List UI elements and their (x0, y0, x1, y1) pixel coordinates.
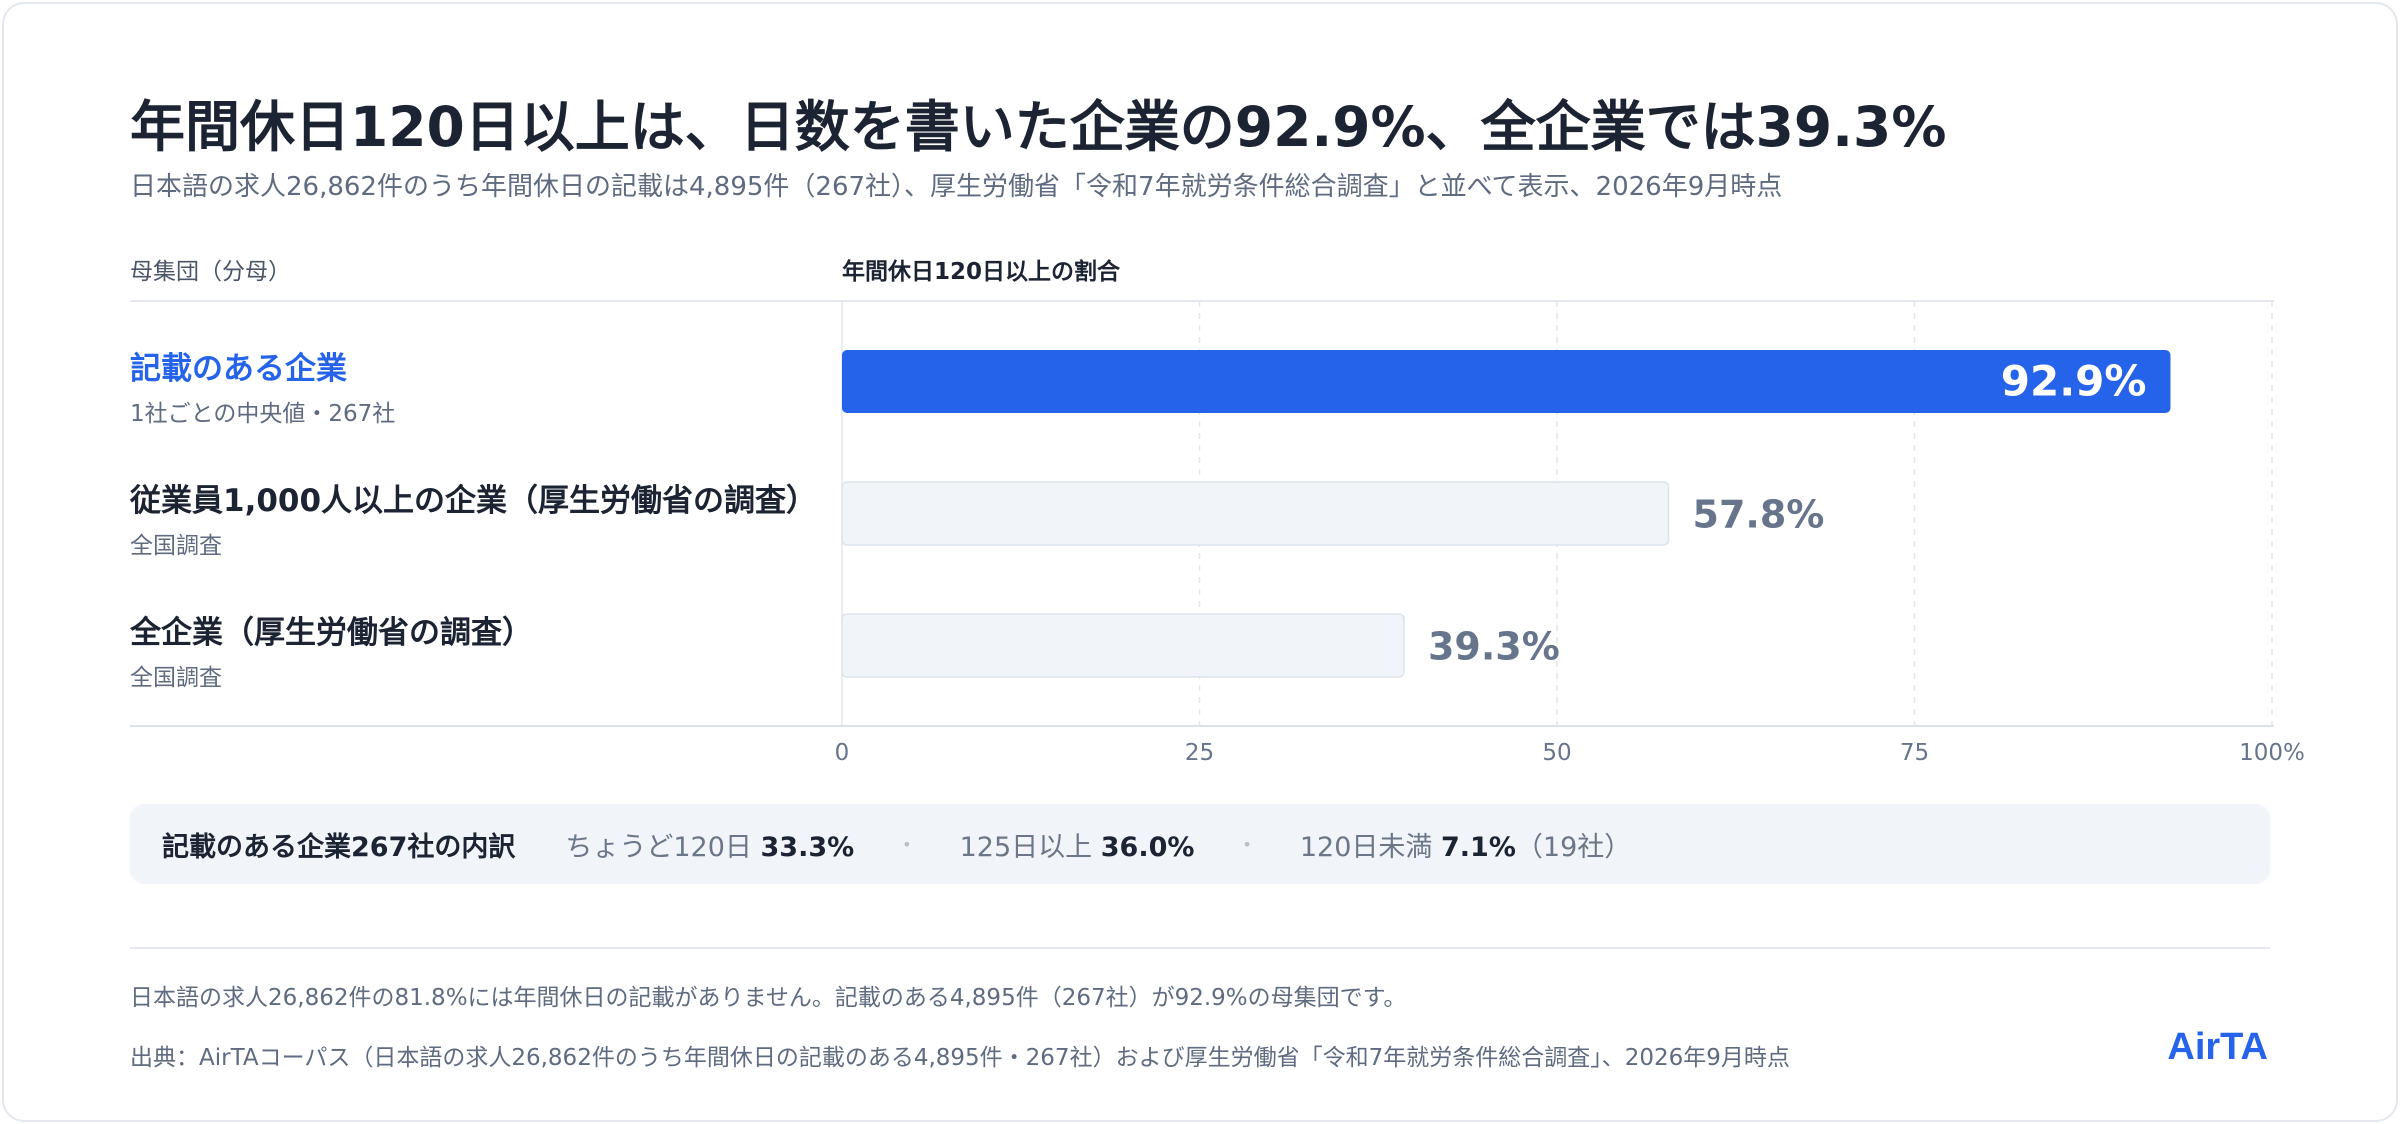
x-tick-label: 25 (1185, 740, 1214, 766)
summary-item-exactly-120: ちょうど120日 33.3% (565, 825, 854, 864)
axis-baseline (130, 725, 2274, 727)
breakdown-summary: 記載のある企業267社の内訳 ちょうど120日 33.3% • 125日以上 3… (130, 804, 2270, 884)
summary-item-extra: （19社） (1515, 831, 1632, 863)
x-tick-label: 100% (2239, 740, 2305, 766)
chart-title: 年間休日120日以上は、日数を書いた企業の92.9%、全企業では39.3% (130, 95, 1947, 159)
table-top-rule (130, 300, 2274, 302)
x-tick-label: 50 (1542, 740, 1571, 766)
summary-item-125-plus: 125日以上 36.0% (960, 825, 1195, 864)
row-name: 全企業（厚生労働省の調査） (130, 615, 533, 651)
bar (841, 613, 1405, 678)
summary-lead: 記載のある企業267社の内訳 (162, 831, 516, 863)
bar-value-label: 92.9% (2001, 357, 2147, 406)
x-tick-label: 0 (835, 740, 850, 766)
footer-note: 日本語の求人26,862件の81.8%には年間休日の記載がありません。記載のある… (130, 985, 1407, 1011)
summary-item-label: ちょうど120日 (565, 831, 752, 863)
row-label-all-companies: 全企業（厚生労働省の調査） 全国調査 (130, 607, 533, 692)
bar (841, 481, 1670, 546)
bar-chart: 92.9% 57.8% 39.3% 0 25 50 75 100% (835, 301, 2305, 766)
row-name: 従業員1,000人以上の企業（厚生労働省の調査） (130, 483, 818, 519)
row-sub: 1社ごとの中央値・267社 (130, 401, 396, 427)
row-name: 記載のある企業 (130, 351, 347, 387)
summary-item-label: 120日未満 (1299, 831, 1433, 863)
summary-item-label: 125日以上 (959, 831, 1093, 863)
footer-source: 出典：AirTAコーパス（日本語の求人26,862件のうち年間休日の記載のある4… (130, 1045, 1790, 1071)
summary-item-value: 36.0% (1100, 831, 1195, 863)
chart-subtitle: 日本語の求人26,862件のうち年間休日の記載は4,895件（267社）、厚生労… (130, 172, 1783, 202)
column-header-ratio: 年間休日120日以上の割合 (842, 259, 1121, 285)
bar (842, 350, 2171, 413)
bar-value-label: 39.3% (1428, 625, 1560, 669)
summary-separator: • (902, 834, 912, 854)
summary-separator: • (1242, 834, 1252, 854)
row-label-large-companies: 従業員1,000人以上の企業（厚生労働省の調査） 全国調査 (130, 475, 817, 560)
column-header-population: 母集団（分母） (130, 259, 291, 285)
row-label-listed-companies: 記載のある企業 1社ごとの中央値・267社 (130, 343, 395, 428)
summary-item-value: 7.1% (1441, 831, 1516, 863)
row-sub: 全国調査 (130, 665, 222, 691)
summary-item-under-120: 120日未満 7.1%（19社） (1300, 825, 1631, 864)
brand-logo: AirTA (2167, 1026, 2268, 1068)
footer-rule (130, 947, 2270, 949)
x-tick-label: 75 (1900, 740, 1929, 766)
bar-value-label: 57.8% (1693, 493, 1825, 537)
row-sub: 全国調査 (130, 533, 222, 559)
summary-item-value: 33.3% (760, 831, 855, 863)
